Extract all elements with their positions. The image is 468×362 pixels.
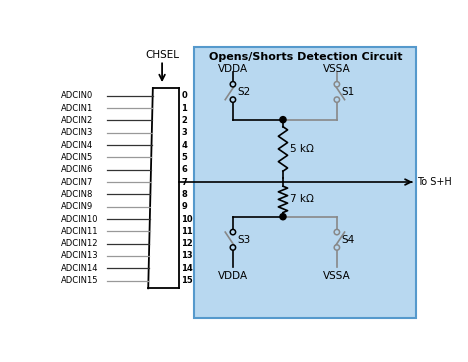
Text: VDDA: VDDA [218, 270, 248, 281]
Text: To S+H: To S+H [417, 177, 452, 187]
Text: ADCIN13: ADCIN13 [61, 252, 99, 261]
Text: 5 kΩ: 5 kΩ [290, 144, 314, 154]
Text: CHSEL: CHSEL [145, 50, 179, 60]
Circle shape [334, 81, 340, 87]
Text: ADCIN8: ADCIN8 [61, 190, 94, 199]
Circle shape [280, 117, 286, 123]
Text: 14: 14 [181, 264, 193, 273]
Text: S2: S2 [238, 87, 251, 97]
Text: 7: 7 [181, 177, 187, 186]
Text: 0: 0 [181, 91, 187, 100]
Circle shape [334, 230, 340, 235]
Text: 2: 2 [181, 116, 187, 125]
Circle shape [280, 214, 286, 220]
Text: ADCIN9: ADCIN9 [61, 202, 94, 211]
Text: 3: 3 [181, 128, 187, 137]
Text: ADCIN15: ADCIN15 [61, 276, 99, 285]
Text: ADCIN3: ADCIN3 [61, 128, 94, 137]
Text: VDDA: VDDA [218, 64, 248, 74]
Text: 13: 13 [181, 252, 193, 261]
Circle shape [230, 97, 235, 102]
Text: 7 kΩ: 7 kΩ [290, 194, 314, 205]
Text: ADCIN11: ADCIN11 [61, 227, 99, 236]
Text: S1: S1 [342, 87, 355, 97]
Text: 11: 11 [181, 227, 193, 236]
Text: 12: 12 [181, 239, 193, 248]
Text: 15: 15 [181, 276, 193, 285]
Circle shape [230, 230, 235, 235]
Text: 4: 4 [181, 140, 187, 150]
Circle shape [334, 97, 340, 102]
Text: 8: 8 [181, 190, 187, 199]
Text: 5: 5 [181, 153, 187, 162]
Text: ADCIN10: ADCIN10 [61, 215, 99, 223]
Circle shape [334, 245, 340, 250]
Text: ADCIN14: ADCIN14 [61, 264, 99, 273]
Text: ADCIN4: ADCIN4 [61, 140, 94, 150]
Text: ADCIN6: ADCIN6 [61, 165, 94, 174]
Text: ADCIN1: ADCIN1 [61, 104, 94, 113]
Circle shape [230, 81, 235, 87]
Text: S4: S4 [342, 235, 355, 245]
Text: ADCIN5: ADCIN5 [61, 153, 94, 162]
Text: 6: 6 [181, 165, 187, 174]
Text: 9: 9 [181, 202, 187, 211]
Bar [194, 47, 416, 318]
Text: 10: 10 [181, 215, 193, 223]
Text: Opens/Shorts Detection Circuit: Opens/Shorts Detection Circuit [209, 51, 402, 62]
Text: ADCIN2: ADCIN2 [61, 116, 94, 125]
Circle shape [230, 245, 235, 250]
Text: S3: S3 [238, 235, 251, 245]
Text: ADCIN7: ADCIN7 [61, 177, 94, 186]
Text: VSSA: VSSA [323, 64, 351, 74]
Text: 1: 1 [181, 104, 187, 113]
Text: VSSA: VSSA [323, 270, 351, 281]
Text: ADCIN12: ADCIN12 [61, 239, 99, 248]
Text: ADCIN0: ADCIN0 [61, 91, 94, 100]
